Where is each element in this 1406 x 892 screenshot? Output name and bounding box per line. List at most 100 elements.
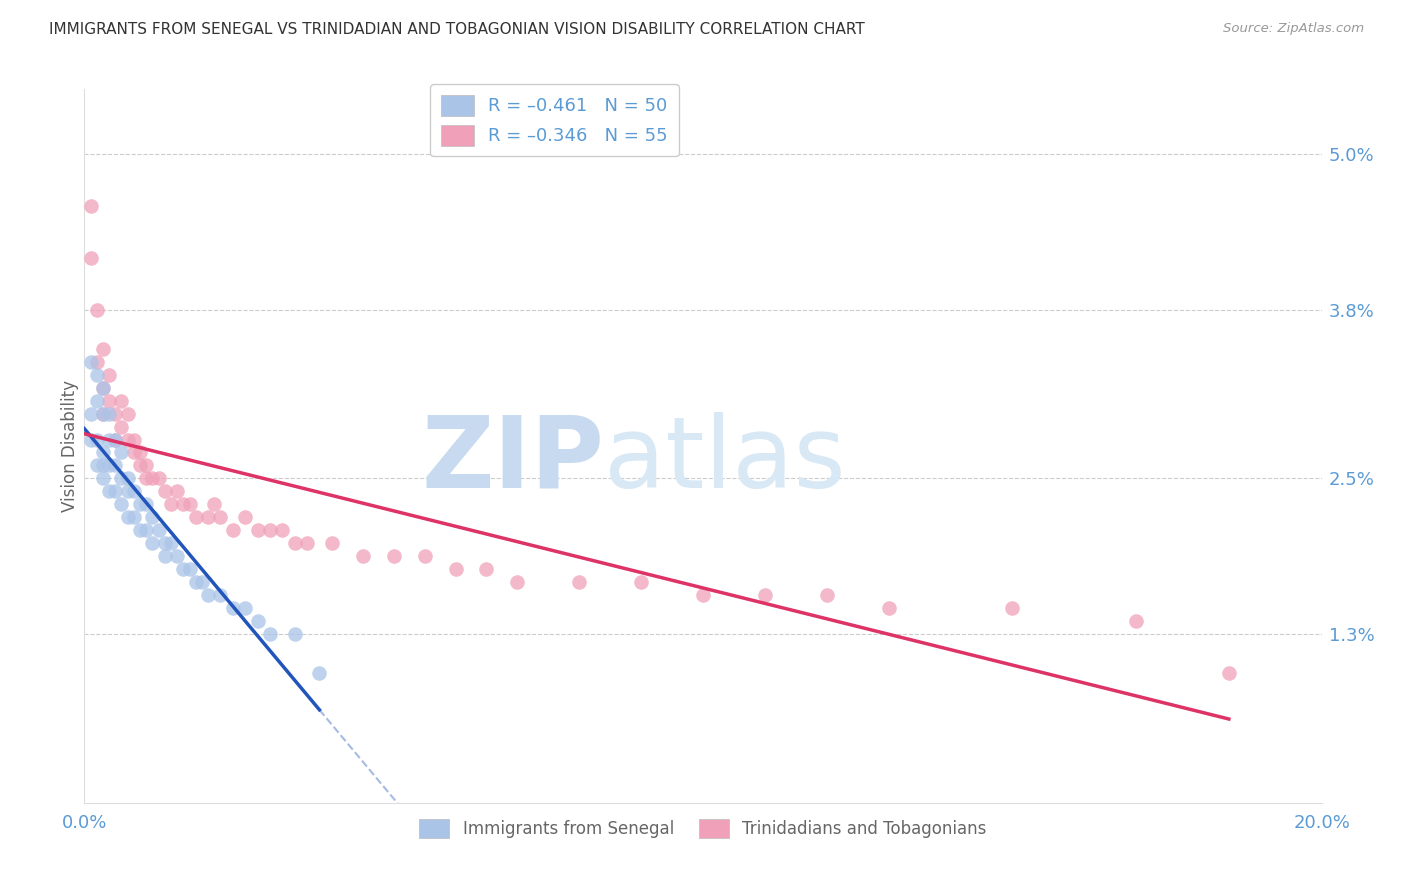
Point	[692, 588, 714, 602]
Point	[91, 458, 114, 473]
Point	[91, 407, 114, 421]
Text: atlas: atlas	[605, 412, 845, 508]
Point	[91, 381, 114, 395]
Point	[1125, 614, 1147, 628]
Point	[117, 471, 139, 485]
Point	[179, 562, 201, 576]
Point	[308, 666, 330, 681]
Point	[179, 497, 201, 511]
Point	[815, 588, 838, 602]
Point	[98, 393, 121, 408]
Point	[110, 497, 132, 511]
Point	[122, 510, 145, 524]
Point	[117, 484, 139, 499]
Point	[79, 354, 101, 368]
Point	[197, 588, 219, 602]
Point	[148, 524, 170, 538]
Point	[86, 354, 108, 368]
Point	[91, 342, 114, 356]
Point	[104, 433, 127, 447]
Point	[284, 627, 307, 641]
Point	[166, 484, 188, 499]
Point	[135, 471, 157, 485]
Point	[117, 510, 139, 524]
Point	[141, 536, 163, 550]
Point	[153, 536, 176, 550]
Point	[91, 445, 114, 459]
Point	[1218, 666, 1240, 681]
Point	[104, 484, 127, 499]
Point	[110, 393, 132, 408]
Point	[259, 524, 281, 538]
Point	[259, 627, 281, 641]
Point	[197, 510, 219, 524]
Point	[86, 393, 108, 408]
Point	[506, 575, 529, 590]
Point	[135, 524, 157, 538]
Point	[413, 549, 436, 564]
Point	[98, 433, 121, 447]
Point	[222, 601, 245, 615]
Point	[91, 471, 114, 485]
Point	[104, 458, 127, 473]
Point	[271, 524, 294, 538]
Point	[110, 471, 132, 485]
Point	[295, 536, 318, 550]
Point	[117, 407, 139, 421]
Point	[86, 458, 108, 473]
Point	[1001, 601, 1024, 615]
Point	[184, 575, 207, 590]
Point	[141, 510, 163, 524]
Text: Source: ZipAtlas.com: Source: ZipAtlas.com	[1223, 22, 1364, 36]
Point	[122, 484, 145, 499]
Point	[98, 407, 121, 421]
Point	[91, 407, 114, 421]
Point	[135, 458, 157, 473]
Point	[129, 524, 152, 538]
Point	[110, 445, 132, 459]
Point	[110, 419, 132, 434]
Point	[117, 433, 139, 447]
Point	[153, 484, 176, 499]
Point	[246, 614, 269, 628]
Point	[754, 588, 776, 602]
Point	[202, 497, 225, 511]
Point	[79, 407, 101, 421]
Point	[352, 549, 374, 564]
Point	[135, 497, 157, 511]
Point	[222, 524, 245, 538]
Point	[246, 524, 269, 538]
Point	[877, 601, 900, 615]
Y-axis label: Vision Disability: Vision Disability	[62, 380, 80, 512]
Text: IMMIGRANTS FROM SENEGAL VS TRINIDADIAN AND TOBAGONIAN VISION DISABILITY CORRELAT: IMMIGRANTS FROM SENEGAL VS TRINIDADIAN A…	[49, 22, 865, 37]
Point	[191, 575, 214, 590]
Point	[233, 601, 256, 615]
Point	[148, 471, 170, 485]
Point	[166, 549, 188, 564]
Text: ZIP: ZIP	[422, 412, 605, 508]
Point	[79, 199, 101, 213]
Point	[475, 562, 498, 576]
Point	[122, 433, 145, 447]
Point	[86, 368, 108, 382]
Point	[184, 510, 207, 524]
Point	[141, 471, 163, 485]
Point	[209, 510, 232, 524]
Point	[104, 407, 127, 421]
Point	[568, 575, 591, 590]
Point	[86, 302, 108, 317]
Point	[79, 251, 101, 265]
Point	[86, 433, 108, 447]
Legend: Immigrants from Senegal, Trinidadians and Tobagonians: Immigrants from Senegal, Trinidadians an…	[413, 812, 993, 845]
Point	[160, 536, 183, 550]
Point	[153, 549, 176, 564]
Point	[98, 368, 121, 382]
Point	[129, 458, 152, 473]
Point	[91, 381, 114, 395]
Point	[79, 433, 101, 447]
Point	[630, 575, 652, 590]
Point	[382, 549, 405, 564]
Point	[233, 510, 256, 524]
Point	[129, 497, 152, 511]
Point	[209, 588, 232, 602]
